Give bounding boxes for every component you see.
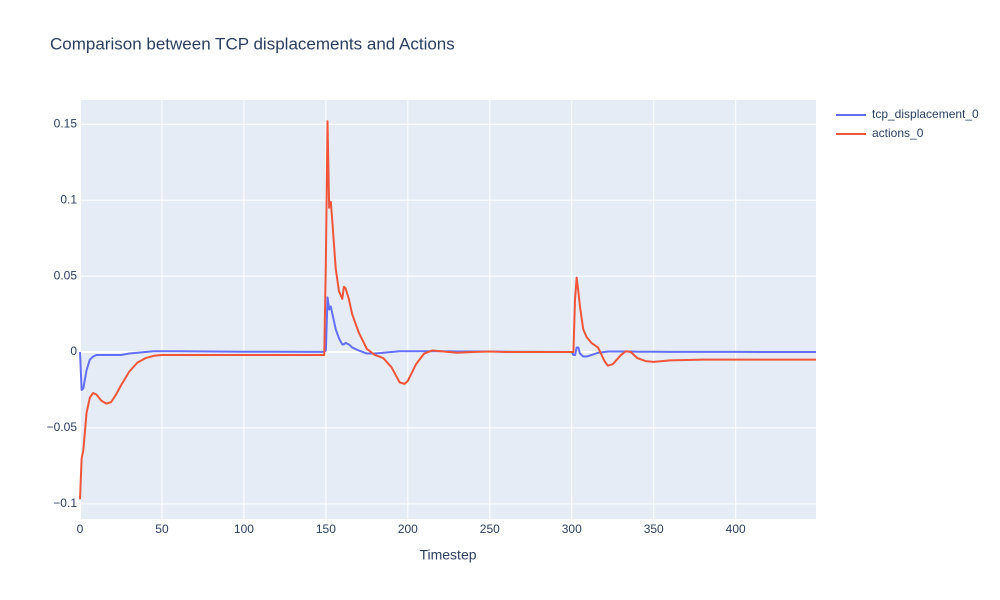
x-axis-title: Timestep [419, 547, 476, 563]
x-tick-label: 250 [480, 522, 500, 536]
plot-area [80, 100, 816, 519]
y-tick-label: −0.05 [47, 420, 78, 434]
x-tick-label: 300 [562, 522, 582, 536]
x-tick-label: 100 [234, 522, 254, 536]
chart-title: Comparison between TCP displacements and… [50, 34, 455, 53]
data-line [79, 120, 816, 500]
x-tick-label: 200 [398, 522, 418, 536]
y-tick-label: 0.1 [60, 192, 77, 206]
data-line [79, 296, 816, 391]
x-tick-label: 50 [155, 522, 169, 536]
x-tick-label: 0 [77, 522, 84, 536]
y-tick-label: 0.05 [54, 268, 78, 282]
legend-label[interactable]: actions_0 [872, 126, 924, 140]
x-tick-label: 400 [726, 522, 746, 536]
y-tick-label: −0.1 [53, 496, 77, 510]
y-tick-label: 0.15 [54, 116, 78, 130]
y-tick-label: 0 [70, 344, 77, 358]
x-tick-label: 350 [644, 522, 664, 536]
x-tick-label: 150 [316, 522, 336, 536]
legend-label[interactable]: tcp_displacement_0 [872, 107, 979, 121]
